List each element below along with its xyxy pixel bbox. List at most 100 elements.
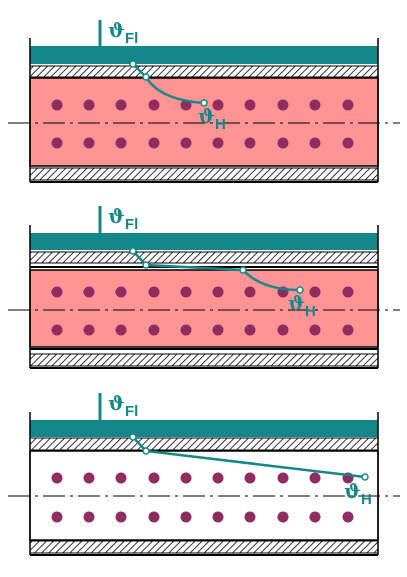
fluid-bar bbox=[30, 46, 378, 64]
heating-pipe bbox=[51, 324, 63, 336]
heating-pipe bbox=[244, 324, 256, 336]
core bbox=[29, 77, 379, 167]
heating-pipe bbox=[115, 137, 127, 149]
subscript: Fl bbox=[125, 216, 138, 233]
heating-pipe bbox=[342, 137, 354, 149]
heating-pipe bbox=[180, 286, 192, 298]
subscript: Fl bbox=[125, 30, 138, 47]
heating-pipe bbox=[83, 511, 95, 523]
hatch-top bbox=[29, 65, 379, 78]
subscript: H bbox=[215, 116, 226, 133]
hatch-top bbox=[29, 437, 379, 451]
heating-pipe bbox=[115, 472, 127, 484]
heating-pipe bbox=[51, 99, 63, 111]
heating-pipe bbox=[212, 99, 224, 111]
heating-pipe bbox=[180, 472, 192, 484]
heating-pipe bbox=[244, 511, 256, 523]
curve-point bbox=[142, 73, 150, 81]
curve-point bbox=[142, 447, 150, 455]
symbol: ϑ bbox=[108, 391, 125, 415]
heating-pipe bbox=[83, 472, 95, 484]
heating-pipe bbox=[180, 324, 192, 336]
heating-pipe bbox=[51, 137, 63, 149]
heating-temp-label: ϑH bbox=[198, 104, 226, 133]
heating-pipe bbox=[180, 137, 192, 149]
heating-pipe bbox=[309, 137, 321, 149]
hatch-bottom bbox=[29, 353, 379, 367]
symbol: ϑ bbox=[108, 18, 125, 42]
heating-pipe bbox=[309, 511, 321, 523]
fluid-bar bbox=[30, 420, 378, 437]
heating-pipe bbox=[244, 137, 256, 149]
heating-pipe bbox=[148, 511, 160, 523]
heating-pipe bbox=[148, 472, 160, 484]
heating-pipe bbox=[309, 286, 321, 298]
heating-pipe bbox=[212, 324, 224, 336]
heating-pipe bbox=[83, 99, 95, 111]
heating-pipe bbox=[212, 137, 224, 149]
fluid-bar bbox=[30, 233, 378, 250]
symbol: ϑ bbox=[108, 204, 125, 228]
heating-pipe bbox=[115, 324, 127, 336]
heating-pipe bbox=[342, 324, 354, 336]
curve-point bbox=[239, 266, 247, 274]
heating-pipe bbox=[212, 511, 224, 523]
heating-pipe bbox=[212, 286, 224, 298]
heating-pipe bbox=[115, 286, 127, 298]
heating-pipe bbox=[277, 99, 289, 111]
heating-pipe bbox=[148, 99, 160, 111]
heating-pipe bbox=[244, 286, 256, 298]
heating-pipe bbox=[148, 286, 160, 298]
subscript: H bbox=[305, 303, 316, 320]
heating-pipe bbox=[148, 324, 160, 336]
curve-point bbox=[129, 60, 137, 68]
curve-point bbox=[361, 473, 369, 481]
subscript: Fl bbox=[125, 403, 138, 420]
symbol: ϑ bbox=[288, 291, 305, 315]
heating-pipe bbox=[51, 511, 63, 523]
heating-pipe bbox=[148, 137, 160, 149]
fluid-temp-label: ϑFl bbox=[108, 204, 138, 233]
heating-pipe bbox=[244, 472, 256, 484]
fluid-temp-label: ϑFl bbox=[108, 18, 138, 47]
fluid-temp-label: ϑFl bbox=[108, 391, 138, 420]
symbol: ϑ bbox=[198, 104, 215, 128]
curve-point bbox=[296, 286, 304, 294]
heating-pipe bbox=[342, 286, 354, 298]
heating-pipe bbox=[309, 324, 321, 336]
heating-pipe bbox=[180, 511, 192, 523]
curve-point bbox=[200, 99, 208, 107]
heating-pipe bbox=[277, 324, 289, 336]
subscript: H bbox=[361, 491, 372, 508]
heating-pipe bbox=[309, 99, 321, 111]
heating-pipe bbox=[309, 472, 321, 484]
hatch-bottom bbox=[29, 167, 379, 181]
heating-temp-label: ϑH bbox=[288, 291, 316, 320]
heating-pipe bbox=[51, 472, 63, 484]
heating-pipe bbox=[83, 286, 95, 298]
heating-pipe bbox=[51, 286, 63, 298]
heating-pipe bbox=[83, 324, 95, 336]
heating-pipe bbox=[115, 99, 127, 111]
heating-pipe bbox=[244, 99, 256, 111]
curve-point bbox=[129, 247, 137, 255]
heating-pipe bbox=[115, 511, 127, 523]
heating-temp-label: ϑH bbox=[344, 479, 372, 508]
heating-pipe bbox=[277, 472, 289, 484]
heating-pipe bbox=[342, 99, 354, 111]
heating-pipe bbox=[277, 137, 289, 149]
heating-pipe bbox=[212, 472, 224, 484]
hatch-bottom bbox=[29, 540, 379, 554]
hatch-top bbox=[29, 251, 379, 264]
curve-point bbox=[129, 433, 137, 441]
core bbox=[29, 269, 379, 348]
curve-point bbox=[142, 261, 150, 269]
heating-pipe bbox=[83, 137, 95, 149]
symbol: ϑ bbox=[344, 479, 361, 503]
heating-pipe bbox=[342, 511, 354, 523]
heating-pipe bbox=[277, 511, 289, 523]
